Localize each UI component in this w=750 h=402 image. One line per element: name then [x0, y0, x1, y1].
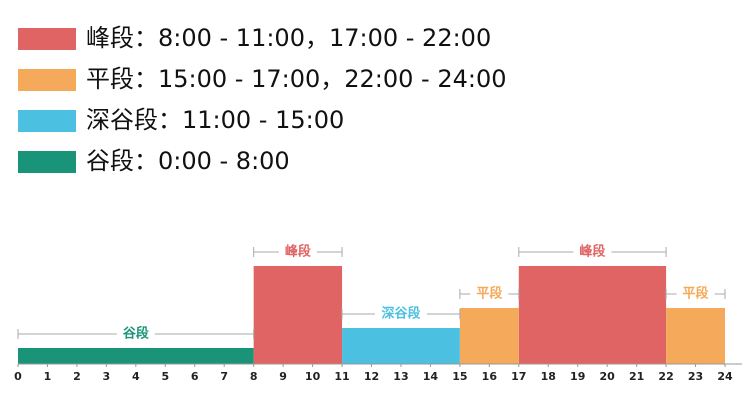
period-label: 峰段 [579, 244, 605, 260]
x-tick-label: 1 [44, 370, 52, 383]
x-tick-label: 17 [511, 370, 526, 383]
period-label: 平段 [683, 286, 709, 302]
legend-label: 平段：15:00 - 17:00，22:00 - 24:00 [86, 65, 507, 93]
legend-swatch [18, 69, 76, 91]
x-tick-label: 15 [452, 370, 467, 383]
label-bg [278, 244, 317, 260]
x-tick-label: 14 [423, 370, 439, 383]
x-tick-label: 5 [161, 370, 169, 383]
period-label: 谷段 [123, 326, 149, 342]
x-tick-label: 11 [334, 370, 349, 383]
x-tick-label: 4 [132, 370, 140, 383]
legend-swatch [18, 28, 76, 50]
x-tick-label: 13 [393, 370, 408, 383]
period-bar [459, 308, 519, 364]
x-tick-label: 19 [570, 370, 585, 383]
label-bg [470, 286, 509, 302]
legend-swatch [18, 151, 76, 173]
x-tick-label: 9 [279, 370, 287, 383]
x-tick-label: 18 [541, 370, 556, 383]
period-label: 峰段 [285, 244, 311, 260]
x-tick-label: 2 [73, 370, 81, 383]
x-tick-label: 12 [364, 370, 379, 383]
x-tick-label: 10 [305, 370, 321, 383]
x-tick-label: 7 [220, 370, 228, 383]
x-tick-label: 6 [191, 370, 199, 383]
x-tick-label: 24 [717, 370, 733, 383]
x-tick-label: 0 [14, 370, 22, 383]
legend-label: 谷段：0:00 - 8:00 [86, 147, 290, 175]
period-bar [666, 308, 725, 364]
label-bg [374, 306, 427, 322]
period-label: 平段 [476, 286, 502, 302]
x-tick-label: 22 [658, 370, 673, 383]
period-bar [342, 328, 460, 364]
x-tick-label: 3 [103, 370, 111, 383]
label-bg [573, 244, 612, 260]
label-bg [676, 286, 715, 302]
legend-label: 峰段：8:00 - 11:00，17:00 - 22:00 [86, 24, 491, 52]
x-tick-label: 23 [688, 370, 703, 383]
legend-swatch [18, 110, 76, 132]
period-label: 深谷段 [381, 306, 420, 322]
label-bg [116, 326, 155, 342]
x-tick-label: 8 [250, 370, 258, 383]
period-bar [518, 266, 667, 364]
x-tick-label: 20 [600, 370, 616, 383]
legend-label: 深谷段：11:00 - 15:00 [86, 106, 344, 134]
period-bar [18, 348, 254, 364]
period-bar [253, 266, 343, 364]
x-tick-label: 16 [482, 370, 498, 383]
x-tick-label: 21 [629, 370, 644, 383]
